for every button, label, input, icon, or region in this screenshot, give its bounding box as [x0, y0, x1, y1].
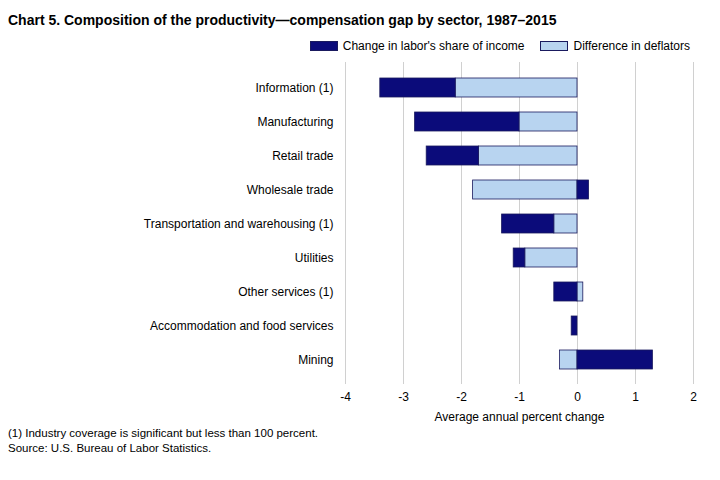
html-text:Change in labor's share of inc: Change in labor's share of income	[342, 39, 525, 53]
svg-text:1: 1	[632, 390, 639, 404]
svg-text:Average annual percent change: Average annual percent change	[435, 410, 605, 424]
svg-text:2: 2	[690, 390, 697, 404]
svg-text:0: 0	[574, 390, 581, 404]
svg-text:-3: -3	[398, 390, 409, 404]
svg-text:Mining: Mining	[298, 353, 333, 367]
html-text:Chart 5. Composition of the pr: Chart 5. Composition of the productivity…	[8, 12, 557, 28]
svg-text:Other services (1): Other services (1)	[238, 285, 333, 299]
svg-text:-2: -2	[456, 390, 467, 404]
svg-text:Retail trade: Retail trade	[272, 149, 334, 163]
html-text:Source: U.S. Bureau of Labor S: Source: U.S. Bureau of Labor Statistics.	[8, 442, 212, 454]
svg-text:Accommodation and food service: Accommodation and food services	[150, 319, 333, 333]
html-text:Difference in deflators: Difference in deflators	[573, 39, 690, 53]
svg-text:-1: -1	[514, 390, 525, 404]
svg-text:Wholesale trade: Wholesale trade	[247, 183, 334, 197]
svg-text:Information (1): Information (1)	[255, 81, 333, 95]
svg-text:Manufacturing: Manufacturing	[257, 115, 333, 129]
svg-text:-4: -4	[340, 390, 351, 404]
svg-text:Transportation and warehousing: Transportation and warehousing (1)	[144, 217, 334, 231]
html-text:(1) Industry coverage is signi: (1) Industry coverage is significant but…	[8, 427, 318, 439]
svg-text:Utilities: Utilities	[295, 251, 334, 265]
